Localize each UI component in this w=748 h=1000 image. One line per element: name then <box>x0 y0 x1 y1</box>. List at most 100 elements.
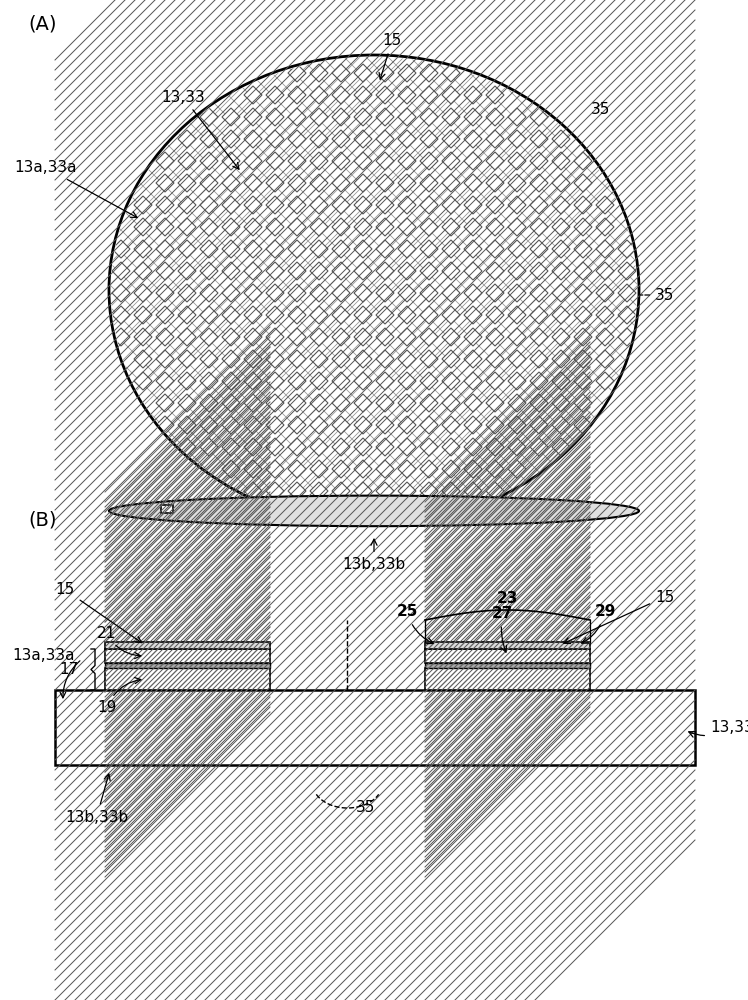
Polygon shape <box>244 218 262 236</box>
Text: 13b,33b: 13b,33b <box>343 539 405 572</box>
Polygon shape <box>332 240 350 258</box>
Polygon shape <box>596 262 614 280</box>
Polygon shape <box>134 372 152 390</box>
Polygon shape <box>398 108 416 126</box>
Polygon shape <box>464 240 482 258</box>
Polygon shape <box>332 416 350 434</box>
Polygon shape <box>574 240 592 258</box>
Polygon shape <box>486 372 504 390</box>
Polygon shape <box>464 284 482 302</box>
Polygon shape <box>530 174 548 192</box>
Polygon shape <box>266 240 284 258</box>
Polygon shape <box>442 460 460 478</box>
Text: 13,33: 13,33 <box>162 90 239 169</box>
Polygon shape <box>200 130 218 148</box>
Polygon shape <box>332 174 350 192</box>
Polygon shape <box>178 350 196 368</box>
Polygon shape <box>354 284 372 302</box>
Polygon shape <box>376 350 394 368</box>
Polygon shape <box>112 284 130 302</box>
Polygon shape <box>354 152 372 170</box>
Polygon shape <box>288 64 306 82</box>
Polygon shape <box>288 108 306 126</box>
Polygon shape <box>332 328 350 346</box>
Polygon shape <box>156 306 174 324</box>
Text: 15: 15 <box>379 33 402 79</box>
Polygon shape <box>310 350 328 368</box>
Polygon shape <box>310 328 328 346</box>
Polygon shape <box>112 240 130 258</box>
Polygon shape <box>332 130 350 148</box>
Polygon shape <box>134 240 152 258</box>
Text: 21: 21 <box>97 626 141 659</box>
Polygon shape <box>486 240 504 258</box>
Polygon shape <box>464 218 482 236</box>
Polygon shape <box>530 284 548 302</box>
Polygon shape <box>574 262 592 280</box>
Polygon shape <box>244 328 262 346</box>
Polygon shape <box>134 284 152 302</box>
Polygon shape <box>310 240 328 258</box>
Bar <box>105 668 270 690</box>
Polygon shape <box>266 328 284 346</box>
Polygon shape <box>398 416 416 434</box>
Polygon shape <box>376 218 394 236</box>
Polygon shape <box>244 306 262 324</box>
Polygon shape <box>552 394 570 412</box>
Polygon shape <box>354 460 372 478</box>
Polygon shape <box>266 196 284 214</box>
Polygon shape <box>552 416 570 434</box>
Polygon shape <box>332 504 350 522</box>
Polygon shape <box>420 108 438 126</box>
Polygon shape <box>486 306 504 324</box>
Polygon shape <box>420 284 438 302</box>
Polygon shape <box>222 284 240 302</box>
Polygon shape <box>442 284 460 302</box>
Polygon shape <box>530 306 548 324</box>
Polygon shape <box>112 306 130 324</box>
Text: 13b,33b: 13b,33b <box>65 774 128 824</box>
Bar <box>425 649 590 663</box>
Polygon shape <box>288 240 306 258</box>
Polygon shape <box>552 196 570 214</box>
Polygon shape <box>244 372 262 390</box>
Polygon shape <box>552 438 570 456</box>
Polygon shape <box>464 306 482 324</box>
Polygon shape <box>266 262 284 280</box>
Polygon shape <box>398 196 416 214</box>
Polygon shape <box>222 416 240 434</box>
Polygon shape <box>552 240 570 258</box>
Polygon shape <box>288 482 306 500</box>
Polygon shape <box>266 174 284 192</box>
Polygon shape <box>398 328 416 346</box>
Polygon shape <box>486 284 504 302</box>
Polygon shape <box>464 86 482 104</box>
Polygon shape <box>178 218 196 236</box>
Polygon shape <box>200 262 218 280</box>
Polygon shape <box>310 394 328 412</box>
Polygon shape <box>442 262 460 280</box>
Polygon shape <box>310 196 328 214</box>
Polygon shape <box>596 372 614 390</box>
Polygon shape <box>354 64 372 82</box>
Text: 19: 19 <box>97 677 141 716</box>
Polygon shape <box>266 482 284 500</box>
Polygon shape <box>156 152 174 170</box>
Polygon shape <box>420 262 438 280</box>
Polygon shape <box>156 174 174 192</box>
Polygon shape <box>618 284 636 302</box>
Polygon shape <box>310 86 328 104</box>
Polygon shape <box>420 460 438 478</box>
Polygon shape <box>200 394 218 412</box>
Polygon shape <box>398 174 416 192</box>
Polygon shape <box>200 108 218 126</box>
Polygon shape <box>244 108 262 126</box>
Polygon shape <box>222 262 240 280</box>
Polygon shape <box>200 240 218 258</box>
Polygon shape <box>508 152 526 170</box>
Polygon shape <box>222 196 240 214</box>
Polygon shape <box>156 328 174 346</box>
Polygon shape <box>376 86 394 104</box>
Polygon shape <box>376 394 394 412</box>
Polygon shape <box>332 262 350 280</box>
